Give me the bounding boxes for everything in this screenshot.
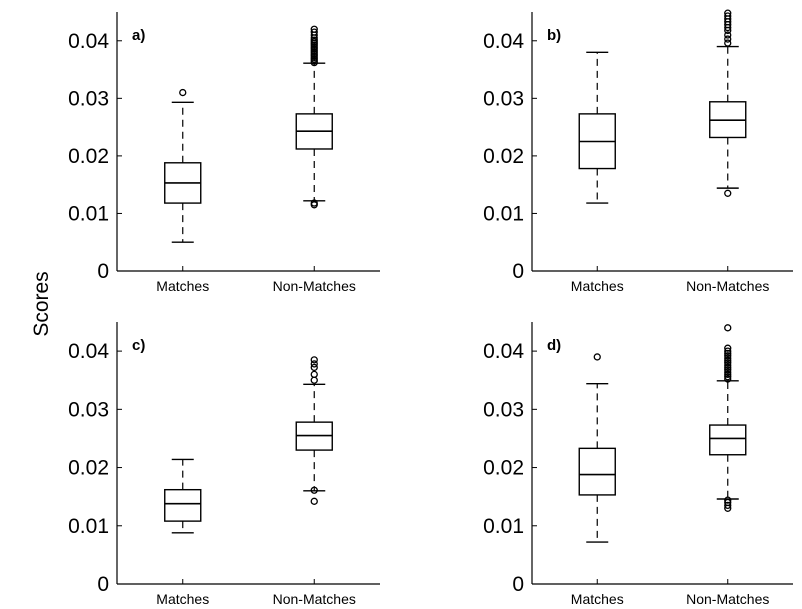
iqr-box	[578, 447, 616, 496]
outlier-point	[724, 368, 732, 376]
y-tick-label: 0	[97, 573, 109, 596]
outlier-point	[724, 356, 732, 365]
box-group	[578, 353, 616, 543]
y-tick-label: 0.03	[483, 398, 524, 421]
outlier-point	[724, 370, 732, 379]
y-tick-label: 0.02	[68, 457, 109, 480]
x-tick-label: Non-Matches	[686, 591, 769, 607]
outlier-point	[724, 31, 732, 39]
outlier-point	[724, 344, 732, 352]
outlier-point	[724, 347, 732, 355]
y-tick-label: 0.04	[68, 340, 109, 363]
outlier-point	[310, 360, 318, 368]
y-tick-label: 0.02	[68, 145, 109, 168]
y-tick-label: 0	[512, 573, 524, 596]
x-tick-label: Non-Matches	[273, 591, 356, 607]
y-tick-label: 0.01	[68, 515, 109, 538]
y-tick-label: 0.03	[68, 398, 109, 421]
y-tick-label: 0.03	[483, 87, 524, 110]
outlier-point	[310, 28, 318, 36]
x-tick-label: Matches	[156, 591, 209, 607]
panel-label: b)	[547, 27, 561, 44]
outlier-point	[310, 363, 318, 372]
y-tick-label: 0.04	[68, 30, 109, 53]
outlier-point	[724, 375, 732, 383]
box-group	[295, 25, 333, 209]
outlier-point	[724, 498, 732, 507]
outlier-point	[310, 497, 318, 505]
panel-label: d)	[547, 337, 561, 354]
outlier-point	[310, 25, 318, 33]
outlier-point	[724, 363, 732, 372]
outlier-point	[724, 189, 732, 197]
box-group	[709, 9, 747, 197]
x-tick-label: Matches	[571, 278, 624, 294]
iqr-box	[164, 488, 202, 522]
outlier-point	[310, 376, 318, 384]
box-group	[709, 324, 747, 512]
outlier-point	[724, 12, 732, 20]
outlier-point	[724, 366, 732, 374]
outlier-point	[310, 370, 318, 379]
outlier-point	[724, 349, 732, 358]
outlier-point	[724, 35, 732, 43]
panel-label: c)	[132, 337, 145, 354]
y-tick-label: 0.04	[483, 340, 524, 363]
outlier-point	[724, 373, 732, 381]
outlier-point	[310, 199, 318, 207]
chart-panel: 0 0.01 0.02 0.03 0.04 Matches Non-Matches c)	[68, 322, 380, 607]
outlier-point	[310, 356, 318, 364]
outlier-point	[593, 353, 601, 361]
outlier-point	[724, 501, 732, 510]
x-tick-label: Non-Matches	[686, 278, 769, 294]
outlier-point	[724, 361, 732, 369]
outlier-point	[724, 324, 732, 332]
x-tick-label: Matches	[156, 278, 209, 294]
x-tick-label: Matches	[571, 591, 624, 607]
chart-panel: 0 0.01 0.02 0.03 0.04 Matches Non-Matches b)	[483, 9, 793, 294]
y-tick-label: 0.01	[68, 202, 109, 225]
outlier-point	[310, 36, 318, 44]
chart-panel: 0 0.01 0.02 0.03 0.04 Matches Non-Matches d)	[483, 322, 793, 607]
box-group	[164, 88, 202, 243]
y-tick-label: 0	[512, 260, 524, 283]
box-group	[578, 51, 616, 204]
outlier-point	[724, 354, 732, 362]
y-tick-label: 0.02	[483, 457, 524, 480]
box-group	[164, 458, 202, 534]
y-tick-label: 0.03	[68, 87, 109, 110]
y-axis-label: Scores	[30, 271, 53, 336]
outlier-point	[310, 486, 318, 494]
iqr-box	[709, 424, 747, 456]
outlier-point	[724, 496, 732, 504]
outlier-point	[724, 9, 732, 17]
outlier-point	[724, 352, 732, 360]
outlier-point	[724, 359, 732, 367]
chart-panel: 0 0.01 0.02 0.03 0.04 Matches Non-Matches a)	[68, 12, 380, 294]
panel-label: a)	[132, 27, 145, 44]
y-tick-label: 0.02	[483, 145, 524, 168]
outlier-point	[724, 39, 732, 47]
y-tick-label: 0.01	[483, 515, 524, 538]
y-tick-label: 0.01	[483, 202, 524, 225]
box-group	[295, 356, 333, 505]
x-tick-label: Non-Matches	[273, 278, 356, 294]
y-tick-label: 0	[97, 260, 109, 283]
y-tick-label: 0.04	[483, 30, 524, 53]
outlier-point	[179, 88, 187, 97]
